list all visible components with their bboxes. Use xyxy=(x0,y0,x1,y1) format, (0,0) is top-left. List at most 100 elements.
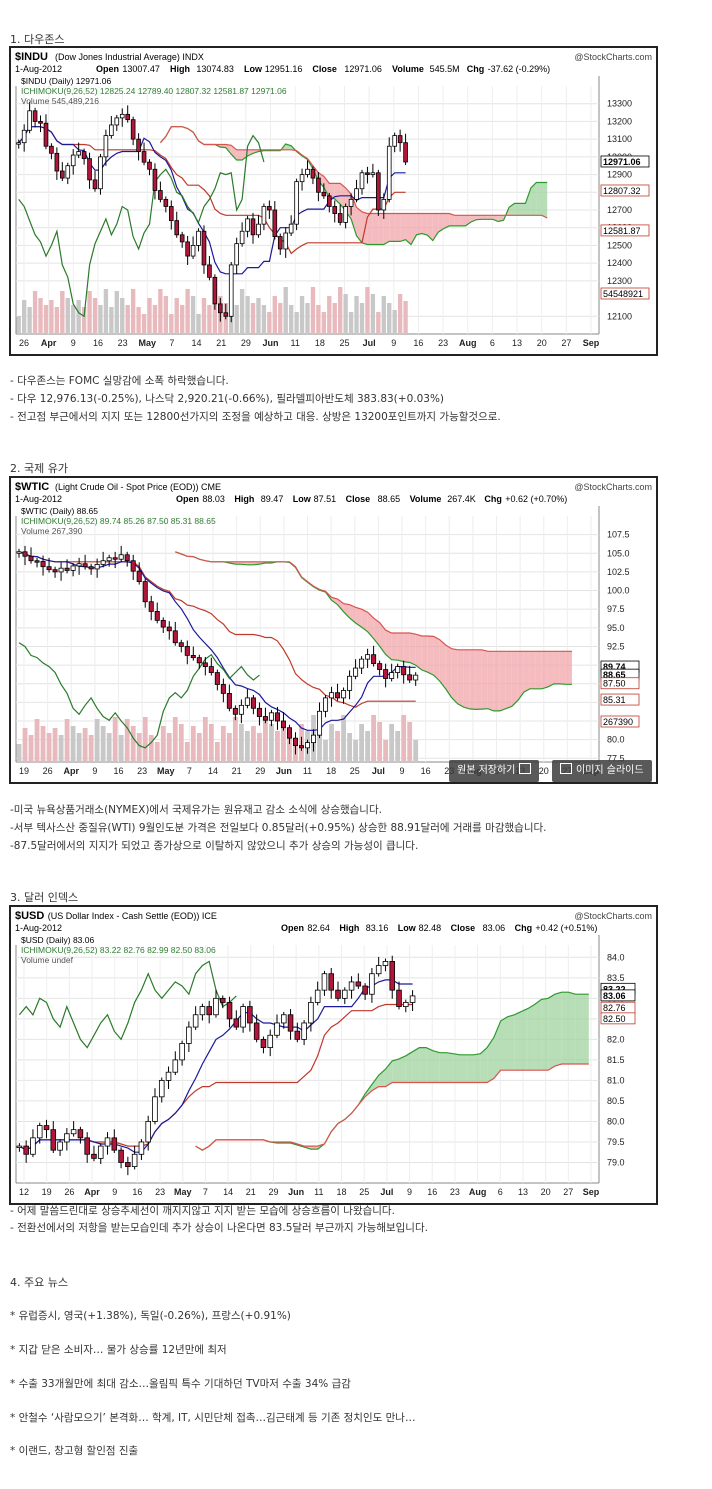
volume-bar xyxy=(256,298,261,334)
candle-body xyxy=(154,611,160,621)
candle-body xyxy=(145,1121,151,1143)
cloud-segment xyxy=(247,561,254,565)
candle-body xyxy=(52,569,58,573)
volume-bar xyxy=(332,303,337,334)
oil-notes: -미국 뉴욕상품거래소(NYMEX)에서 국제유가는 원유재고 감소 소식에 상… xyxy=(10,801,546,855)
oil-note: -87.5달러에서의 지지가 되었고 종가상으로 이탈하지 않았으니 추가 상승… xyxy=(10,840,419,852)
candle-body xyxy=(321,191,327,197)
volume-bar xyxy=(275,731,280,762)
legend-entry: $WTIC (Daily) 88.65 xyxy=(21,506,98,516)
candle-body xyxy=(381,198,387,211)
volume-bar xyxy=(376,312,381,334)
tenkan-line xyxy=(18,126,406,275)
y-tick-label: 80.0 xyxy=(607,1116,625,1126)
y-tick-label: 79.5 xyxy=(607,1137,625,1147)
candle-body xyxy=(152,1096,158,1122)
x-tick-label: 18 xyxy=(337,1187,347,1197)
cloud-segment xyxy=(378,213,384,245)
candle-body xyxy=(104,1137,111,1147)
candle-body xyxy=(46,566,52,571)
volume-bar xyxy=(403,301,408,334)
cloud-segment xyxy=(487,215,493,220)
cloud-segment xyxy=(412,1047,420,1083)
volume-bar xyxy=(343,294,348,334)
candle-body xyxy=(228,264,234,317)
volume-bar xyxy=(208,724,214,762)
candle-body xyxy=(328,973,334,991)
candle-body xyxy=(178,642,184,647)
candle-body xyxy=(244,697,250,706)
ohlc-value: 83.16 xyxy=(366,923,389,933)
price-tag-label: 12807.32 xyxy=(603,186,641,196)
candle-body xyxy=(305,168,310,175)
price-tag xyxy=(600,287,650,300)
candle-body xyxy=(354,188,359,200)
chart-date: 1-Aug-2012 xyxy=(15,64,62,74)
ohlc-label: Volume xyxy=(392,64,424,74)
x-tick-label: 29 xyxy=(241,338,251,348)
candle-body xyxy=(213,997,219,1016)
y-tick-label: 13200 xyxy=(607,116,632,126)
volume-bar xyxy=(202,717,208,762)
volume-bar xyxy=(196,733,202,762)
candle-body xyxy=(401,666,407,676)
x-tick-label: 26 xyxy=(19,338,29,348)
oil-chart-svg: $WTIC (Light Crude Oil - Spot Price (EOD)… xyxy=(15,481,652,776)
ohlc-label: High xyxy=(339,923,359,933)
candle-body xyxy=(386,145,392,200)
candle-body xyxy=(142,581,148,603)
senkou-a-line xyxy=(159,126,548,246)
candle-body xyxy=(91,1153,97,1159)
candle-body xyxy=(369,973,375,995)
x-tick-label: 13 xyxy=(518,1187,528,1197)
candle-body xyxy=(250,218,256,236)
candle-body xyxy=(219,997,226,1003)
x-tick-label: 9 xyxy=(92,766,97,776)
cloud-segment xyxy=(383,213,390,245)
cloud-segment xyxy=(475,649,482,710)
candle-body xyxy=(124,554,130,562)
legend-entry: ICHIMOKU(9,26,52) 83.22 82.76 82.99 82.5… xyxy=(21,945,216,955)
price-tag-label: 54548921 xyxy=(603,289,643,299)
candle-body xyxy=(179,1043,185,1061)
chikou-line xyxy=(18,134,265,318)
ohlc-value: 12951.16 xyxy=(265,64,303,74)
candle-body xyxy=(220,684,226,694)
volume-bar xyxy=(114,291,119,334)
candle-body xyxy=(34,560,40,563)
cloud-segment xyxy=(367,213,373,245)
y-tick-label: 95.0 xyxy=(607,623,625,633)
volume-bar xyxy=(148,735,154,762)
volume-bar xyxy=(288,305,294,334)
cloud-segment xyxy=(582,994,589,1064)
candle-body xyxy=(287,1014,294,1032)
candle-body xyxy=(125,113,131,121)
cloud-segment xyxy=(247,149,254,156)
y-tick-label: 81.0 xyxy=(607,1075,625,1085)
volume-bar xyxy=(353,740,358,762)
cloud-segment xyxy=(568,992,576,1064)
candle-body xyxy=(185,241,190,257)
image-slide-button[interactable]: 이미지 슬라이드 xyxy=(552,760,652,782)
senkou-b-line xyxy=(159,126,548,219)
x-tick-label: 9 xyxy=(399,766,404,776)
volume-bar xyxy=(232,717,238,762)
save-original-button[interactable]: 원본 저장하기 xyxy=(449,760,540,782)
candle-body xyxy=(370,172,376,175)
volume-bar xyxy=(130,289,136,334)
cloud-segment xyxy=(446,1052,454,1083)
candle-body xyxy=(112,557,118,560)
dow-chart: $INDU (Dow Jones Industrial Average) INDX… xyxy=(9,46,658,356)
x-tick-label: 9 xyxy=(391,338,396,348)
volume-bar xyxy=(125,305,130,334)
candle-body xyxy=(103,135,109,158)
volume-bar xyxy=(244,731,250,762)
volume-bar xyxy=(71,305,76,334)
volume-bar xyxy=(327,296,332,334)
candle-body xyxy=(392,135,397,147)
ohlc-label: Close xyxy=(346,494,371,504)
price-tag xyxy=(600,989,636,1002)
senkou-a-line xyxy=(175,551,572,712)
ohlc-value: 87.51 xyxy=(314,494,337,504)
candle-body xyxy=(190,245,196,257)
